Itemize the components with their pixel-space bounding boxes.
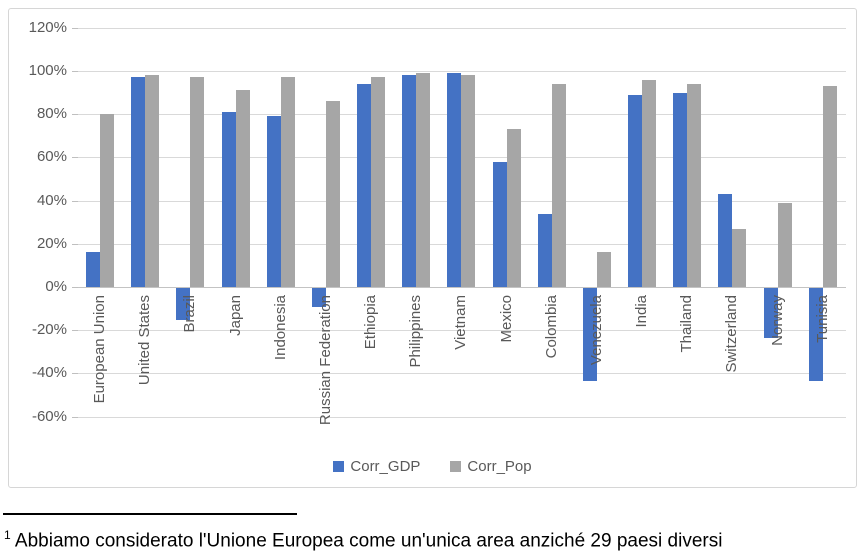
- legend-item-corr-pop: Corr_Pop: [450, 458, 532, 475]
- y-axis-tick: [72, 200, 78, 202]
- bar-corr-pop-norway: [777, 202, 792, 287]
- x-axis-label-vietnam: Vietnam: [452, 295, 470, 350]
- y-axis-label: 0%: [45, 278, 67, 295]
- bar-corr-gdp-indonesia: [266, 116, 281, 287]
- x-axis-label-mexico: Mexico: [497, 295, 515, 343]
- x-axis-label-ethiopia: Ethiopia: [362, 295, 380, 350]
- x-axis-label-philippines: Philippines: [407, 295, 425, 368]
- bar-corr-gdp-ethiopia: [357, 83, 372, 287]
- x-axis-label-switzerland: Switzerland: [723, 295, 741, 373]
- x-axis-label-thailand: Thailand: [678, 295, 696, 353]
- gridline: [78, 330, 846, 332]
- bar-corr-gdp-japan: [221, 112, 236, 287]
- bar-corr-pop-venezuela: [596, 252, 611, 287]
- y-axis-tick: [72, 71, 78, 72]
- bar-corr-gdp-thailand: [673, 92, 688, 287]
- gridline: [78, 416, 846, 418]
- x-axis-label-united-states: United States: [136, 295, 154, 386]
- bar-corr-pop-japan: [235, 90, 250, 287]
- bar-corr-pop-ethiopia: [371, 77, 386, 287]
- footnote-separator: [3, 513, 297, 515]
- y-axis-label: -60%: [31, 407, 67, 425]
- y-axis-tick: [72, 114, 78, 116]
- bar-corr-gdp-european-union: [86, 252, 100, 287]
- legend: Corr_GDP Corr_Pop: [9, 458, 856, 475]
- y-axis-tick: [72, 330, 78, 332]
- x-axis-label-indonesia: Indonesia: [271, 295, 289, 361]
- bar-corr-gdp-brazil: [176, 288, 191, 321]
- footnote: 1 Abbiamo considerato l'Unione Europea c…: [4, 523, 844, 553]
- bar-corr-pop-united-states: [145, 75, 160, 287]
- y-axis-label: 60%: [36, 148, 67, 166]
- bar-corr-gdp-norway: [763, 288, 778, 338]
- x-axis-label-tunisia: Tunisia: [813, 295, 831, 343]
- legend-swatch-corr-pop: [450, 461, 462, 472]
- footnote-marker: 1: [4, 528, 11, 542]
- y-axis-label: 80%: [36, 105, 67, 123]
- x-axis-label-venezuela: Venezuela: [587, 295, 605, 366]
- bar-corr-pop-thailand: [687, 83, 702, 287]
- y-axis-label: 40%: [36, 191, 67, 209]
- x-axis-label-european-union: European Union: [91, 295, 108, 404]
- bar-corr-gdp-colombia: [537, 213, 552, 287]
- gridline: [78, 373, 846, 375]
- bar-corr-gdp-russian-federation: [311, 288, 326, 308]
- bar-corr-pop-brazil: [190, 77, 205, 287]
- bar-corr-pop-philippines: [416, 73, 431, 287]
- bar-corr-gdp-switzerland: [718, 194, 733, 287]
- y-axis-label: -40%: [31, 364, 67, 382]
- bar-corr-gdp-tunisia: [808, 288, 823, 381]
- bar-corr-pop-mexico: [506, 129, 521, 287]
- gridline: [78, 287, 846, 288]
- y-axis-label: -20%: [31, 321, 67, 339]
- legend-swatch-corr-gdp: [333, 461, 345, 472]
- x-axis-label-india: India: [633, 295, 651, 328]
- x-axis-label-russian-federation: Russian Federation: [316, 295, 334, 426]
- bar-corr-pop-colombia: [551, 83, 566, 287]
- bar-corr-pop-indonesia: [280, 77, 295, 287]
- bar-corr-pop-switzerland: [732, 228, 747, 287]
- legend-label-corr-pop: Corr_Pop: [467, 458, 532, 475]
- bar-corr-gdp-united-states: [131, 77, 146, 287]
- y-axis-tick: [72, 243, 78, 245]
- y-axis-label: 20%: [36, 234, 67, 252]
- bar-chart: 120% 100% 80% 60% 40% 20% 0% -20% -40% -60% Europe…: [8, 8, 857, 488]
- bar-corr-gdp-india: [628, 94, 643, 287]
- x-axis-label-norway: Norway: [768, 295, 786, 346]
- bar-corr-pop-india: [642, 79, 657, 287]
- gridline: [78, 71, 846, 72]
- x-axis-label-brazil: Brazil: [181, 295, 199, 333]
- y-axis-tick: [72, 287, 78, 288]
- y-axis-label: 100%: [28, 62, 67, 79]
- bar-corr-pop-vietnam: [461, 75, 476, 287]
- y-axis-tick: [72, 416, 78, 418]
- legend-label-corr-gdp: Corr_GDP: [350, 458, 421, 475]
- bar-corr-gdp-philippines: [402, 75, 417, 287]
- bar-corr-gdp-mexico: [492, 161, 507, 287]
- bar-corr-gdp-venezuela: [582, 288, 597, 381]
- x-axis-label-japan: Japan: [226, 295, 244, 336]
- bar-corr-pop-russian-federation: [325, 101, 340, 287]
- footnote-text: Abbiamo considerato l'Unione Europea com…: [14, 530, 723, 552]
- gridline: [78, 27, 846, 29]
- legend-item-corr-gdp: Corr_GDP: [333, 458, 420, 475]
- bar-corr-pop-tunisia: [822, 86, 837, 287]
- bar-corr-pop-european-union: [100, 114, 114, 287]
- y-axis-tick: [72, 27, 78, 29]
- y-axis-tick: [72, 157, 78, 159]
- y-axis-tick: [72, 373, 78, 375]
- bar-corr-gdp-vietnam: [447, 73, 462, 287]
- y-axis-label: 120%: [28, 18, 67, 36]
- x-axis-label-colombia: Colombia: [542, 295, 560, 359]
